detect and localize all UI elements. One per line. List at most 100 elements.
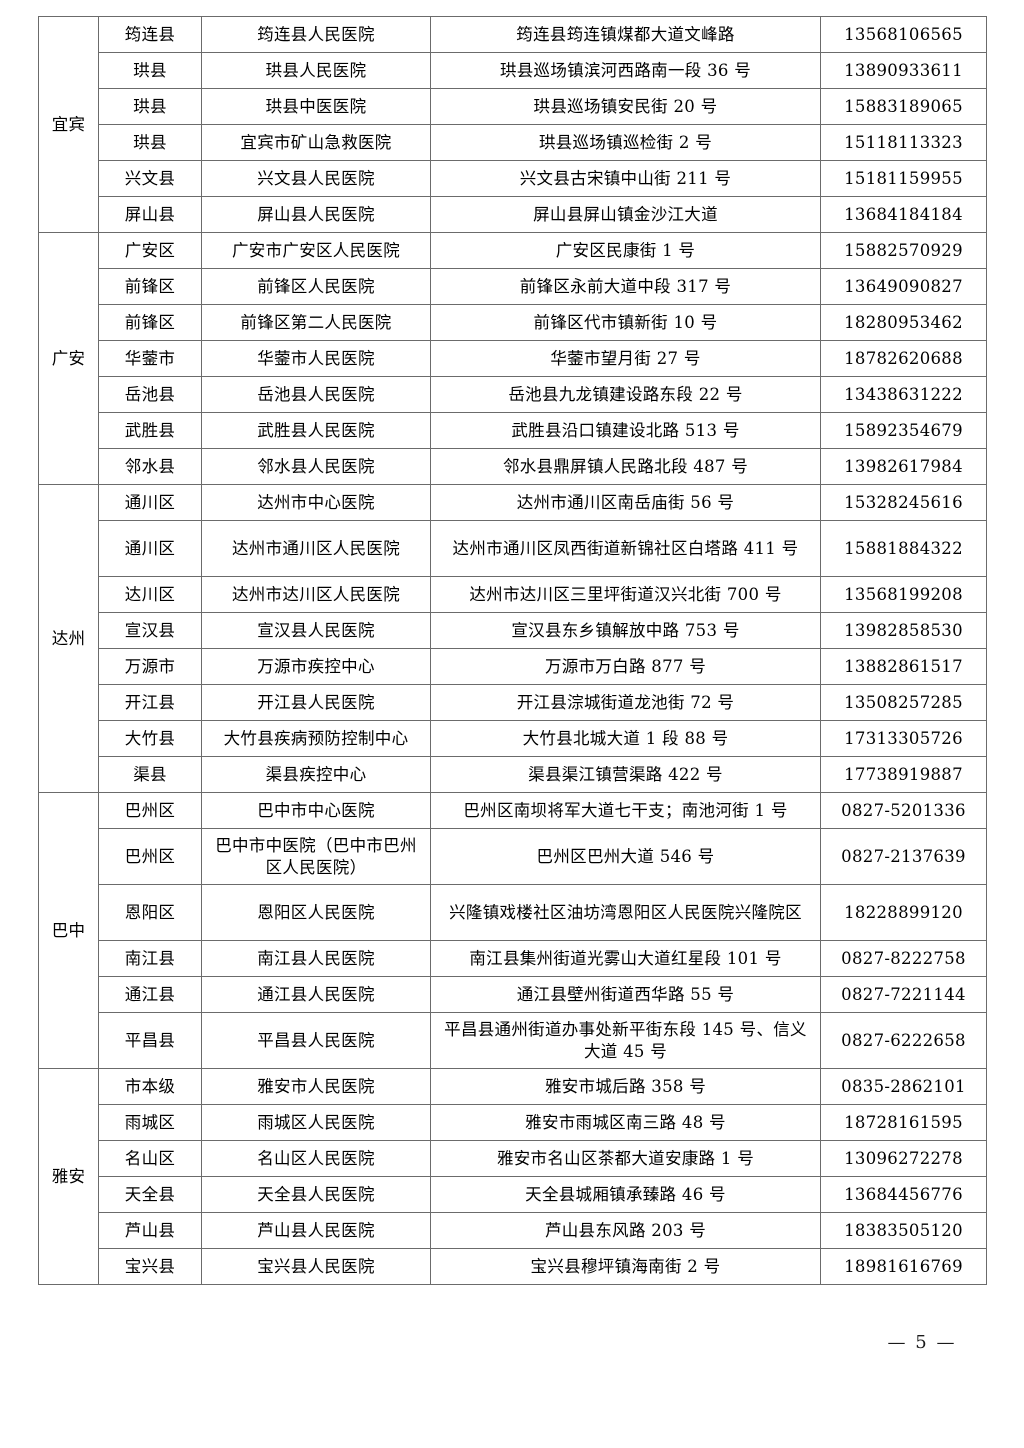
table-row: 巴州区 巴中市中医院（巴中市巴州区人民医院） 巴州区巴州大道 546 号 0827-2… <box>39 828 987 885</box>
table-row: 宝兴县 宝兴县人民医院 宝兴县穆坪镇海南街 2 号 18981616769 <box>39 1248 987 1285</box>
district-cell: 平昌县 <box>98 1012 202 1069</box>
table-row: 前锋区 前锋区人民医院 前锋区永前大道中段 317 号 13649090827 <box>39 268 987 305</box>
district-cell: 邻水县 <box>98 448 202 485</box>
address-cell: 达州市通川区凤西街道新锦社区白塔路 411 号 <box>430 520 821 577</box>
address-cell: 巴州区巴州大道 546 号 <box>430 828 821 885</box>
district-cell: 恩阳区 <box>98 884 202 941</box>
phone-cell: 15883189065 <box>820 88 987 125</box>
phone-cell: 13508257285 <box>820 684 987 721</box>
phone-cell: 13568106565 <box>820 16 987 53</box>
address-cell: 芦山县东风路 203 号 <box>430 1212 821 1249</box>
phone-cell: 18782620688 <box>820 340 987 377</box>
district-cell: 兴文县 <box>98 160 202 197</box>
table-row: 名山区 名山区人民医院 雅安市名山区茶都大道安康路 1 号 13096272278 <box>39 1140 987 1177</box>
hospital-cell: 雅安市人民医院 <box>201 1068 431 1105</box>
phone-cell: 15328245616 <box>820 484 987 521</box>
phone-cell: 13882861517 <box>820 648 987 685</box>
address-cell: 岳池县九龙镇建设路东段 22 号 <box>430 376 821 413</box>
phone-cell: 13684184184 <box>820 196 987 233</box>
address-cell: 平昌县通州街道办事处新平街东段 145 号、信义大道 45 号 <box>430 1012 821 1069</box>
table-row: 珙县 宜宾市矿山急救医院 珙县巡场镇巡检街 2 号 15118113323 <box>39 124 987 161</box>
hospital-cell: 前锋区人民医院 <box>201 268 431 305</box>
address-cell: 珙县巡场镇滨河西路南一段 36 号 <box>430 52 821 89</box>
district-cell: 珙县 <box>98 52 202 89</box>
phone-cell: 15892354679 <box>820 412 987 449</box>
table-row: 开江县 开江县人民医院 开江县淙城街道龙池街 72 号 13508257285 <box>39 684 987 721</box>
phone-cell: 15881884322 <box>820 520 987 577</box>
address-cell: 宣汉县东乡镇解放中路 753 号 <box>430 612 821 649</box>
phone-cell: 13982858530 <box>820 612 987 649</box>
phone-cell: 17313305726 <box>820 720 987 757</box>
district-cell: 市本级 <box>98 1068 202 1105</box>
district-cell: 渠县 <box>98 756 202 793</box>
city-cell: 雅安 <box>38 1068 99 1285</box>
phone-cell: 13568199208 <box>820 576 987 613</box>
district-cell: 达川区 <box>98 576 202 613</box>
phone-cell: 15181159955 <box>820 160 987 197</box>
table-row: 珙县 珙县中医医院 珙县巡场镇安民街 20 号 15883189065 <box>39 88 987 125</box>
district-cell: 筠连县 <box>98 16 202 53</box>
hospital-cell: 天全县人民医院 <box>201 1176 431 1213</box>
district-cell: 珙县 <box>98 88 202 125</box>
district-cell: 巴州区 <box>98 792 202 829</box>
hospital-cell: 达州市中心医院 <box>201 484 431 521</box>
table-row: 雨城区 雨城区人民医院 雅安市雨城区南三路 48 号 18728161595 <box>39 1104 987 1141</box>
hospital-cell: 前锋区第二人民医院 <box>201 304 431 341</box>
table-row: 广安 广安区 广安市广安区人民医院 广安区民康街 1 号 15882570929 <box>38 232 987 485</box>
hospital-cell: 南江县人民医院 <box>201 940 431 977</box>
district-cell: 南江县 <box>98 940 202 977</box>
district-cell: 前锋区 <box>98 304 202 341</box>
phone-cell: 0827-6222658 <box>820 1012 987 1069</box>
hospital-cell: 恩阳区人民医院 <box>201 884 431 941</box>
table-row: 巴中 巴州区 巴中市中心医院 巴州区南坝将军大道七干支；南池河街 1 号 0827-52… <box>38 792 987 1069</box>
phone-cell: 13438631222 <box>820 376 987 413</box>
hospital-cell: 名山区人民医院 <box>201 1140 431 1177</box>
table-row: 宜宾 筠连县 筠连县人民医院 筠连县筠连镇煤都大道文峰路 13568106565 <box>38 16 987 233</box>
address-cell: 巴州区南坝将军大道七干支；南池河街 1 号 <box>430 792 821 829</box>
hospital-cell: 达州市达川区人民医院 <box>201 576 431 613</box>
hospital-cell: 广安市广安区人民医院 <box>201 232 431 269</box>
hospital-cell: 珙县人民医院 <box>201 52 431 89</box>
address-cell: 大竹县北城大道 1 段 88 号 <box>430 720 821 757</box>
phone-cell: 13982617984 <box>820 448 987 485</box>
phone-cell: 18728161595 <box>820 1104 987 1141</box>
address-cell: 达州市达川区三里坪街道汉兴北街 700 号 <box>430 576 821 613</box>
address-cell: 达州市通川区南岳庙街 56 号 <box>430 484 821 521</box>
address-cell: 华蓥市望月街 27 号 <box>430 340 821 377</box>
hospital-cell: 巴中市中心医院 <box>201 792 431 829</box>
table-row: 渠县 渠县疾控中心 渠县渠江镇营渠路 422 号 17738919887 <box>39 756 987 793</box>
phone-cell: 0827-2137639 <box>820 828 987 885</box>
district-cell: 天全县 <box>98 1176 202 1213</box>
district-cell: 宣汉县 <box>98 612 202 649</box>
district-cell: 华蓥市 <box>98 340 202 377</box>
hospital-cell: 华蓥市人民医院 <box>201 340 431 377</box>
phone-cell: 18228899120 <box>820 884 987 941</box>
district-cell: 巴州区 <box>98 828 202 885</box>
address-cell: 广安区民康街 1 号 <box>430 232 821 269</box>
table-row: 南江县 南江县人民医院 南江县集州街道光雾山大道红星段 101 号 0827-8222… <box>39 940 987 977</box>
table-row: 通川区 达州市通川区人民医院 达州市通川区凤西街道新锦社区白塔路 411 号 1588… <box>39 520 987 577</box>
table-row: 屏山县 屏山县人民医院 屏山县屏山镇金沙江大道 13684184184 <box>39 196 987 233</box>
hospital-cell: 武胜县人民医院 <box>201 412 431 449</box>
district-cell: 芦山县 <box>98 1212 202 1249</box>
table-row: 天全县 天全县人民医院 天全县城厢镇承臻路 46 号 13684456776 <box>39 1176 987 1213</box>
district-cell: 通川区 <box>98 520 202 577</box>
phone-cell: 13649090827 <box>820 268 987 305</box>
hospital-cell: 大竹县疾病预防控制中心 <box>201 720 431 757</box>
phone-cell: 18383505120 <box>820 1212 987 1249</box>
address-cell: 兴文县古宋镇中山街 211 号 <box>430 160 821 197</box>
table-row: 武胜县 武胜县人民医院 武胜县沿口镇建设北路 513 号 15892354679 <box>39 412 987 449</box>
phone-cell: 18280953462 <box>820 304 987 341</box>
district-cell: 珙县 <box>98 124 202 161</box>
city-cell: 达州 <box>38 484 99 793</box>
page-number: — 5 — <box>887 1332 957 1353</box>
district-cell: 通川区 <box>98 484 202 521</box>
city-cell: 宜宾 <box>38 16 99 233</box>
hospital-cell: 达州市通川区人民医院 <box>201 520 431 577</box>
hospital-cell: 雨城区人民医院 <box>201 1104 431 1141</box>
address-cell: 邻水县鼎屏镇人民路北段 487 号 <box>430 448 821 485</box>
address-cell: 天全县城厢镇承臻路 46 号 <box>430 1176 821 1213</box>
district-cell: 雨城区 <box>98 1104 202 1141</box>
address-cell: 珙县巡场镇巡检街 2 号 <box>430 124 821 161</box>
hospital-cell: 珙县中医医院 <box>201 88 431 125</box>
